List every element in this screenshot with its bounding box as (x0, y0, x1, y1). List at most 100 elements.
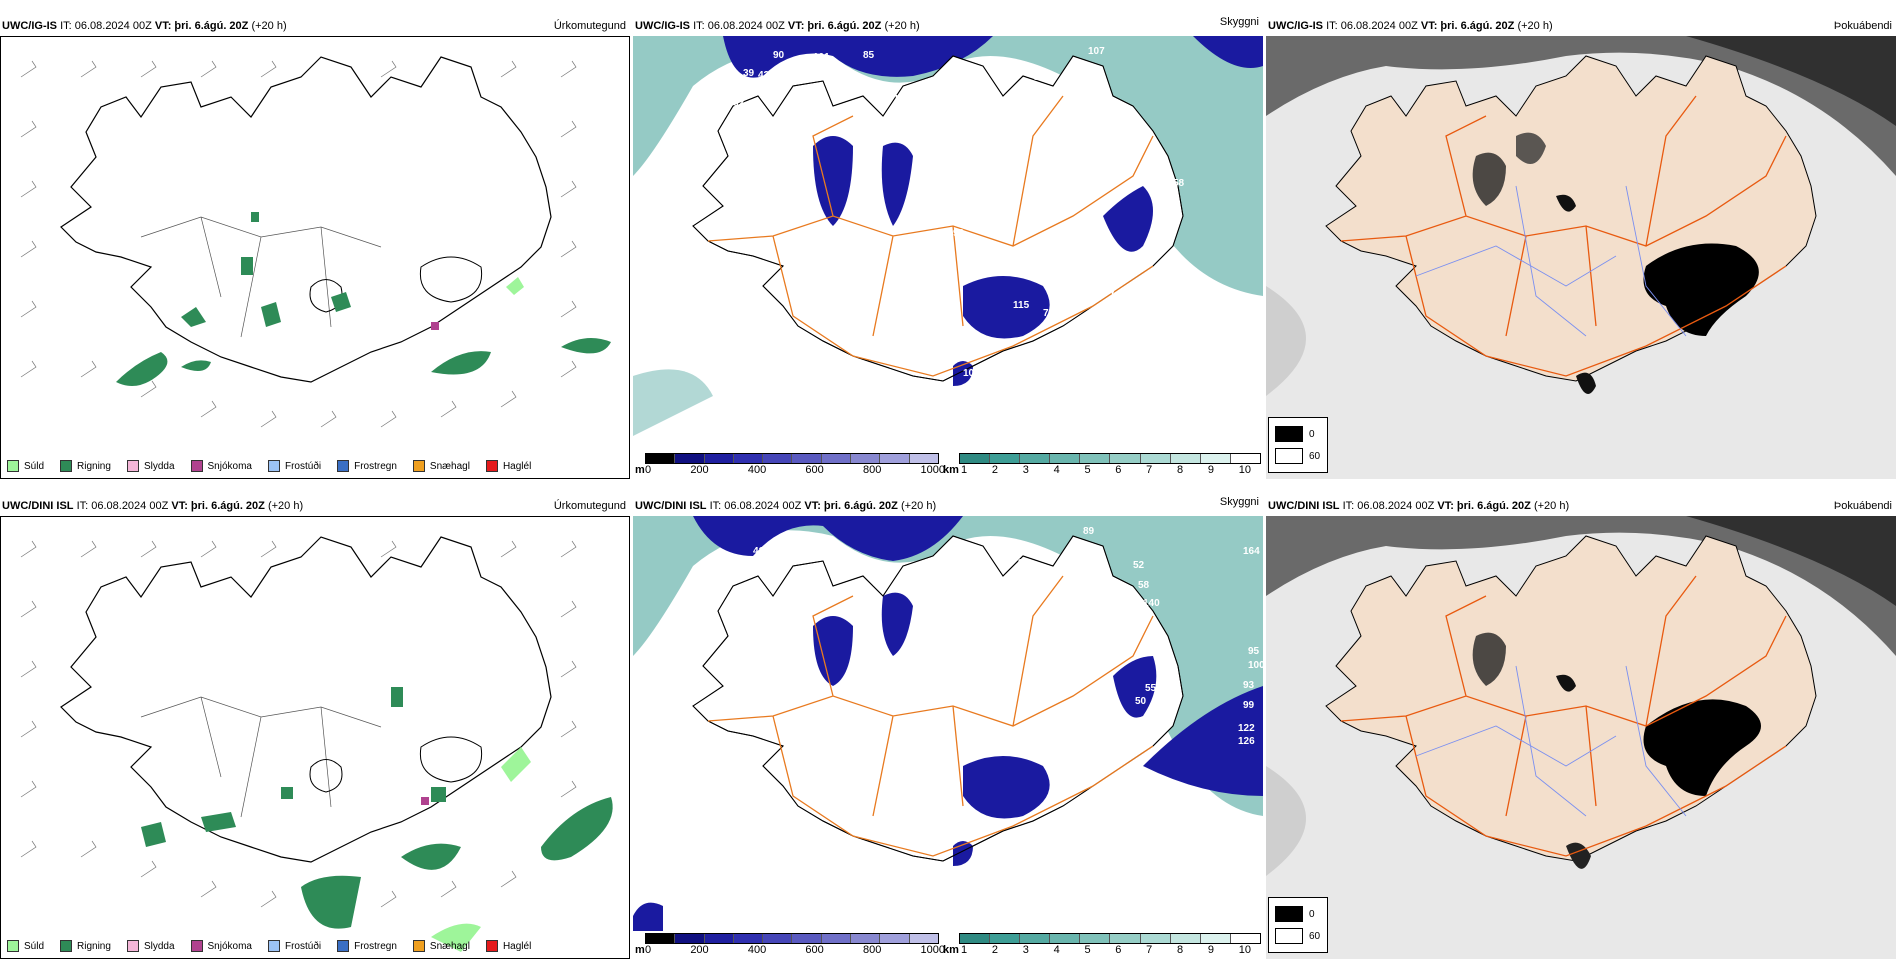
ceiling-value-label: 84 (933, 198, 945, 209)
ceiling-value-label: 123 (1083, 100, 1100, 111)
legend-item: Frostregn (337, 460, 397, 472)
ceiling-value-label: 63 (798, 570, 810, 581)
panel-ig-visibility: UWC/IG-IS IT: 06.08.2024 00Z VT: þri. 6.… (633, 14, 1263, 479)
ceiling-value-label: 100 (1248, 660, 1263, 671)
cloudbase-colorbar (645, 933, 939, 944)
ceiling-value-label: 114 (1083, 74, 1100, 85)
ceiling-value-label: 126 (1088, 116, 1105, 127)
ceiling-value-label: 51 (1083, 736, 1095, 747)
ceiling-value-label: 101 (813, 52, 830, 63)
ceiling-value-label: 51 (1148, 168, 1160, 179)
legend-item: Slydda (126, 460, 175, 472)
legend-item: Súld (7, 940, 44, 952)
ceiling-value-label: 92 (1018, 558, 1030, 569)
visibility-ticks: 1 2 3 4 5 6 7 8 9 10 (961, 464, 1251, 476)
ceiling-value-label: 75 (808, 208, 820, 219)
ceiling-value-label: 44 (1071, 348, 1083, 359)
panel-title: UWC/IG-IS IT: 06.08.2024 00Z VT: þri. 6.… (1268, 20, 1553, 32)
visibility-unit: km (943, 464, 959, 476)
ceiling-value-label: 156 (873, 578, 890, 589)
ceiling-value-label: 88 (1103, 308, 1115, 319)
panel-title: UWC/DINI ISL IT: 06.08.2024 00Z VT: þri.… (635, 500, 937, 512)
visibility-colorbar (959, 933, 1261, 944)
fog-map[interactable]: 0 60 (1266, 516, 1896, 959)
visibility-unit: km (943, 944, 959, 956)
ceiling-value-label: 68 (1033, 72, 1045, 83)
legend-item: Frostúði (267, 460, 321, 472)
ceiling-value-label: 37 (1033, 670, 1045, 681)
ceiling-value-label: 140 (1143, 598, 1160, 609)
ceiling-value-label: 78 (1043, 308, 1055, 319)
ceiling-value-label: 68 (1053, 746, 1065, 757)
legend-item: Snjókoma (190, 940, 252, 952)
fog-map[interactable]: 0 60 (1266, 36, 1896, 479)
legend-item: Snæhagl (412, 460, 470, 472)
panel-tag: Skyggni (1219, 16, 1259, 28)
panel-title: UWC/DINI ISL IT: 06.08.2024 00Z VT: þri.… (1268, 500, 1570, 512)
visibility-map[interactable]: 89 41 63 92 94 62 52 58 140 164 156 56 48 97 55 85 73 95 1… (633, 516, 1263, 959)
panel-dini-precip-type: UWC/DINI ISL IT: 06.08.2024 00Z VT: þri.… (0, 494, 630, 959)
fog-legend: 0 60 (1268, 417, 1328, 473)
precip-type-map[interactable]: Súld Rigning Slydda Snjókoma Frostúði Fr… (0, 36, 630, 479)
ceiling-value-label: 90 (773, 50, 785, 61)
ceiling-value-label: 164 (1243, 546, 1260, 557)
ceiling-value-label: 71 (888, 94, 900, 105)
legend-item: Frostregn (337, 940, 397, 952)
ceiling-value-label: 41 (753, 546, 765, 557)
panel-tag: Úrkomutegund (553, 500, 626, 512)
ceiling-value-label: 94 (983, 566, 995, 577)
ceiling-value-label: 52 (1133, 560, 1145, 571)
ceiling-value-label: 90 (863, 178, 875, 189)
visibility-colorbar (959, 453, 1261, 464)
panel-tag: Skyggni (1219, 496, 1259, 508)
iceland-visibility-map: 90 101 85 107 39 42 59 68 114 71 123 126 53 60 90 84 75 8… (633, 36, 1263, 479)
panel-ig-fog: UWC/IG-IS IT: 06.08.2024 00Z VT: þri. 6.… (1266, 14, 1896, 479)
precip-type-map[interactable]: Súld Rigning Slydda Snjókoma Frostúði Fr… (0, 516, 630, 959)
panel-title: UWC/DINI ISL IT: 06.08.2024 00Z VT: þri.… (2, 500, 304, 512)
legend-item: Slydda (126, 940, 175, 952)
ceiling-value-label: 39 (743, 68, 755, 79)
panel-ig-precip-type: UWC/IG-IS IT: 06.08.2024 00Z VT: þri. 6.… (0, 14, 630, 479)
ceiling-value-label: 36 (1121, 286, 1133, 297)
ceiling-value-label: 93 (1243, 680, 1255, 691)
ceiling-value-label: 97 (883, 660, 895, 671)
precip-legend: Súld Rigning Slydda Snjókoma Frostúði Fr… (7, 940, 531, 952)
precip-legend: Súld Rigning Slydda Snjókoma Frostúði Fr… (7, 460, 531, 472)
ceiling-value-label: 106 (963, 368, 980, 379)
panel-tag: Þokuábendi (1833, 20, 1892, 32)
ceiling-value-label: 82 (1093, 318, 1105, 329)
panel-tag: Úrkomutegund (553, 20, 626, 32)
panel-dini-visibility: UWC/DINI ISL IT: 06.08.2024 00Z VT: þri.… (633, 494, 1263, 959)
visibility-ticks: 1 2 3 4 5 6 7 8 9 10 (961, 944, 1251, 956)
ceiling-value-label: 53 (788, 120, 800, 131)
cloudbase-ticks: 0 200 400 600 800 1000 (645, 944, 945, 956)
ceiling-value-label: 90 (953, 228, 965, 239)
iceland-map (20, 517, 613, 952)
legend-item: Rigning (60, 460, 111, 472)
legend-item: Snæhagl (412, 940, 470, 952)
ceiling-value-label: 119 (998, 728, 1015, 739)
ceiling-value-label: 55 (1145, 683, 1157, 694)
ceiling-value-label: 50 (1135, 696, 1147, 707)
panel-tag: Þokuábendi (1833, 500, 1892, 512)
legend-item: Rigning (60, 940, 111, 952)
ceiling-value-label: 99 (1038, 726, 1050, 737)
visibility-map[interactable]: 90 101 85 107 39 42 59 68 114 71 123 126 53 60 90 84 75 8… (633, 36, 1263, 479)
ceiling-value-label: 99 (1243, 700, 1255, 711)
ceiling-value-label: 108 (633, 848, 650, 859)
ceiling-value-label: 31 (1118, 726, 1130, 737)
panel-title: UWC/IG-IS IT: 06.08.2024 00Z VT: þri. 6.… (635, 20, 920, 32)
ceiling-value-label: 55 (808, 678, 820, 689)
ceiling-value-label: 48 (873, 638, 885, 649)
ceiling-value-label: 115 (1013, 300, 1030, 311)
ceiling-value-label: 73 (873, 714, 885, 725)
legend-item: Súld (7, 460, 44, 472)
ceiling-value-label: 59 (768, 88, 780, 99)
legend-item: Haglél (485, 460, 531, 472)
ceiling-value-label: 36 (963, 818, 975, 829)
fog-legend: 0 60 (1268, 897, 1328, 953)
ceiling-value-label: 35 (963, 398, 975, 409)
ceiling-value-label: 56 (758, 638, 770, 649)
ceiling-value-label: 85 (888, 698, 900, 709)
